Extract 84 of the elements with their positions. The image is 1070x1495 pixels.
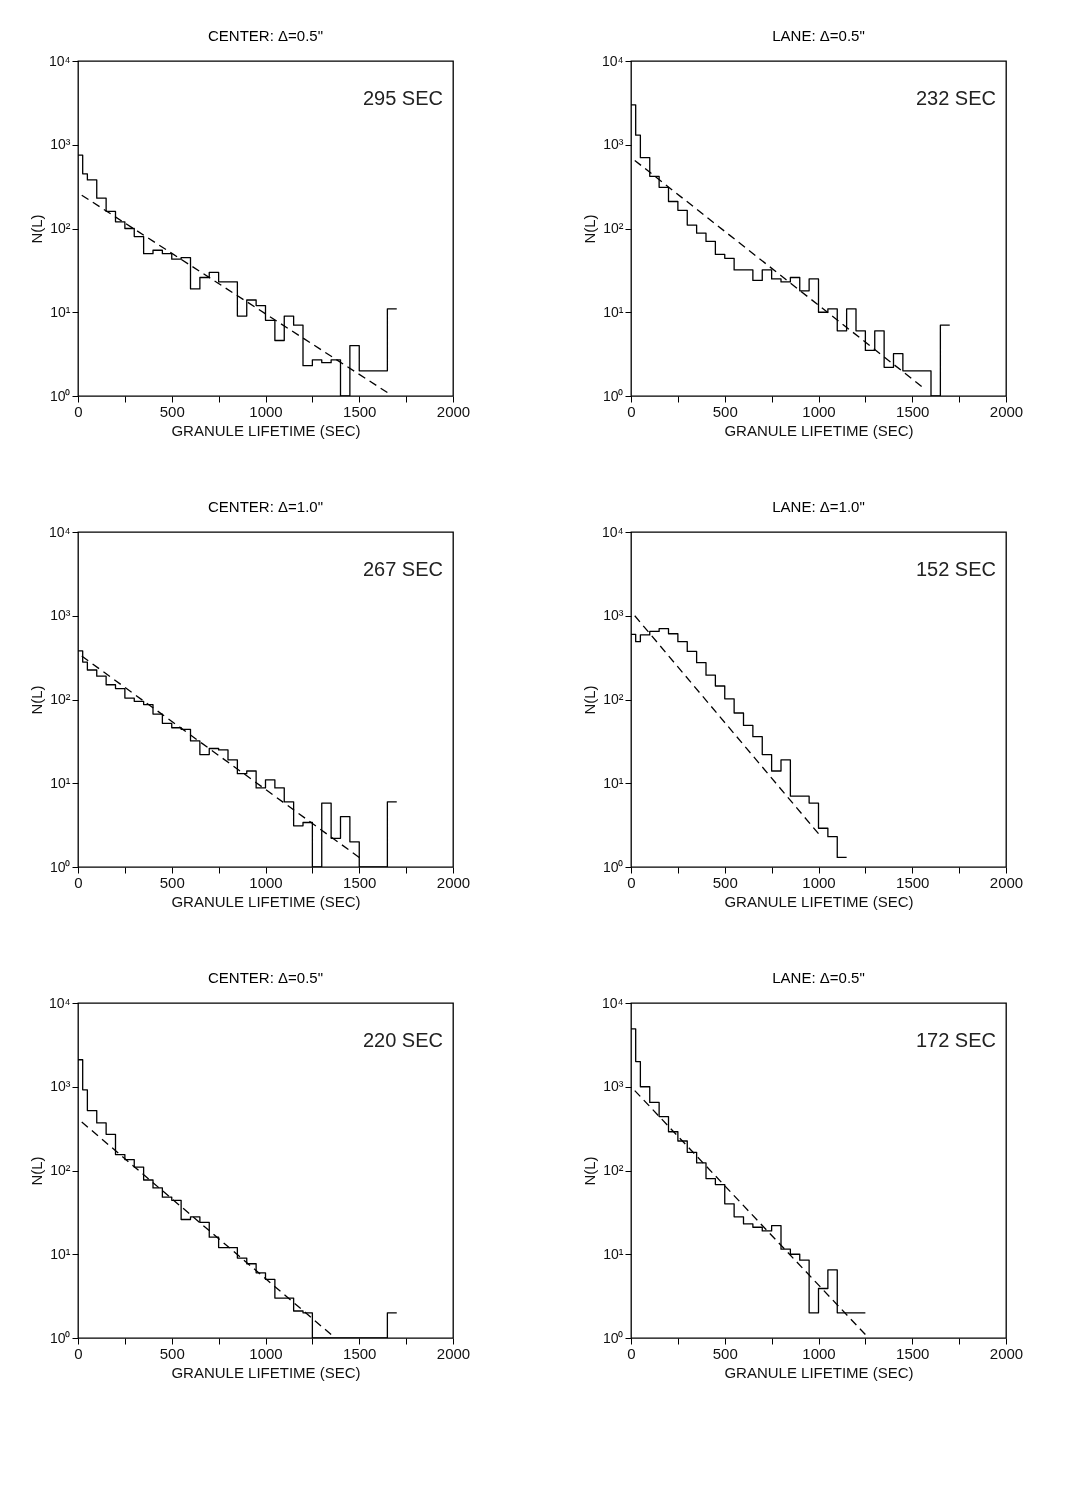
y-tick-label: 10⁴ — [601, 523, 624, 540]
y-tick-label: 10⁰ — [602, 1329, 624, 1346]
x-tick-label: 1000 — [802, 1344, 836, 1362]
x-tick-label: 1500 — [343, 402, 377, 420]
y-tick-label: 10¹ — [603, 303, 624, 320]
y-axis-title: N(L) — [27, 1156, 45, 1186]
x-axis-title: GRANULE LIFETIME (SEC) — [724, 892, 914, 910]
x-tick-label: 1500 — [896, 1344, 930, 1362]
y-tick-label: 10² — [50, 220, 71, 236]
x-tick-label: 1000 — [802, 402, 836, 420]
y-tick-label: 10¹ — [50, 774, 71, 791]
y-axis-title: N(L) — [27, 685, 45, 715]
x-tick-label: 1000 — [249, 1344, 283, 1362]
annotation: 267 SEC — [362, 558, 443, 580]
x-tick-label: 0 — [74, 1344, 83, 1362]
annotation: 152 SEC — [915, 558, 996, 580]
x-axis-title: GRANULE LIFETIME (SEC) — [724, 421, 914, 439]
y-tick-label: 10⁴ — [601, 994, 624, 1011]
x-tick-label: 2000 — [989, 873, 1024, 891]
x-tick-label: 2000 — [436, 1344, 471, 1362]
y-axis-title: N(L) — [580, 685, 598, 715]
y-tick-label: 10⁰ — [49, 387, 71, 404]
x-tick-label: 0 — [627, 402, 636, 420]
x-axis-title: GRANULE LIFETIME (SEC) — [724, 1363, 914, 1381]
y-tick-label: 10² — [603, 691, 624, 707]
y-tick-label: 10⁰ — [49, 858, 71, 875]
x-tick-label: 0 — [74, 402, 83, 420]
annotation: 295 SEC — [362, 87, 443, 109]
y-tick-label: 10² — [603, 220, 624, 236]
annotation: 232 SEC — [915, 87, 996, 109]
x-tick-label: 2000 — [989, 402, 1024, 420]
annotation: 172 SEC — [915, 1029, 996, 1051]
x-tick-label: 2000 — [436, 873, 471, 891]
chart-title: LANE: Δ=0.5" — [772, 27, 865, 44]
x-tick-label: 2000 — [436, 402, 471, 420]
x-axis-title: GRANULE LIFETIME (SEC) — [171, 421, 361, 439]
x-axis-title: GRANULE LIFETIME (SEC) — [171, 1363, 361, 1381]
x-tick-label: 1500 — [896, 873, 930, 891]
x-tick-label: 1500 — [343, 1344, 377, 1362]
y-axis-title: N(L) — [580, 214, 598, 244]
x-tick-label: 500 — [159, 402, 185, 420]
x-tick-label: 500 — [712, 1344, 738, 1362]
y-tick-label: 10³ — [50, 136, 71, 153]
x-tick-label: 500 — [712, 873, 738, 891]
x-tick-label: 500 — [159, 1344, 185, 1362]
y-tick-label: 10² — [50, 691, 71, 707]
chart-title: CENTER: Δ=0.5" — [208, 27, 323, 44]
x-tick-label: 0 — [74, 873, 83, 891]
y-tick-label: 10¹ — [50, 1245, 71, 1262]
y-axis-title: N(L) — [580, 1156, 598, 1186]
x-tick-label: 1500 — [343, 873, 377, 891]
chart-title: LANE: Δ=1.0" — [772, 498, 865, 515]
y-tick-label: 10² — [603, 1162, 624, 1178]
y-tick-label: 10¹ — [603, 774, 624, 791]
y-tick-label: 10³ — [50, 607, 71, 624]
y-axis-title: N(L) — [27, 214, 45, 244]
x-tick-label: 1000 — [249, 402, 283, 420]
x-tick-label: 1000 — [802, 873, 836, 891]
x-tick-label: 0 — [627, 1344, 636, 1362]
x-tick-label: 500 — [712, 402, 738, 420]
y-tick-label: 10⁴ — [48, 523, 71, 540]
x-tick-label: 0 — [627, 873, 636, 891]
y-tick-label: 10⁴ — [48, 994, 71, 1011]
chart-title: CENTER: Δ=0.5" — [208, 969, 323, 986]
x-tick-label: 1000 — [249, 873, 283, 891]
y-tick-label: 10⁰ — [602, 858, 624, 875]
y-tick-label: 10⁴ — [601, 52, 624, 69]
y-tick-label: 10⁰ — [602, 387, 624, 404]
chart-title: CENTER: Δ=1.0" — [208, 498, 323, 515]
x-tick-label: 500 — [159, 873, 185, 891]
x-axis-title: GRANULE LIFETIME (SEC) — [171, 892, 361, 910]
x-tick-label: 1500 — [896, 402, 930, 420]
y-tick-label: 10³ — [603, 1078, 624, 1095]
y-tick-label: 10⁰ — [49, 1329, 71, 1346]
chart-title: LANE: Δ=0.5" — [772, 969, 865, 986]
y-tick-label: 10¹ — [603, 1245, 624, 1262]
y-tick-label: 10³ — [603, 607, 624, 624]
x-tick-label: 2000 — [989, 1344, 1024, 1362]
y-tick-label: 10⁴ — [48, 52, 71, 69]
annotation: 220 SEC — [362, 1029, 443, 1051]
y-tick-label: 10³ — [50, 1078, 71, 1095]
y-tick-label: 10³ — [603, 136, 624, 153]
y-tick-label: 10¹ — [50, 303, 71, 320]
y-tick-label: 10² — [50, 1162, 71, 1178]
